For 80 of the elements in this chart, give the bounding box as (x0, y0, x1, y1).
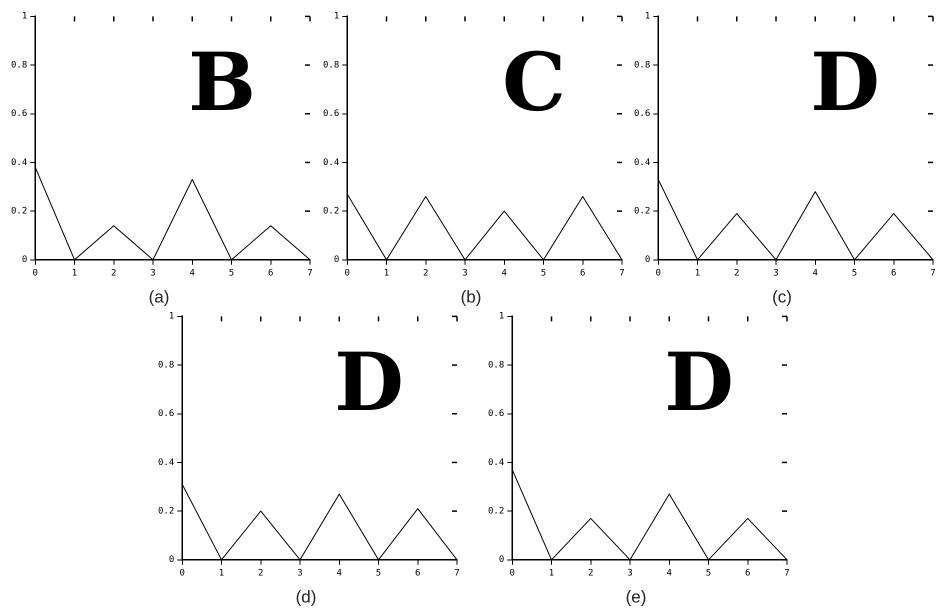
x-tick-label: 3 (462, 268, 468, 279)
y-tick-label: 0.2 (322, 206, 339, 216)
y-tick-label: 0.8 (634, 60, 650, 70)
y-tick-label: 0 (22, 255, 28, 266)
x-tick-label: 1 (72, 268, 78, 279)
x-tick-label: 4 (501, 268, 506, 279)
text: (e) (625, 587, 646, 606)
y-tick-label: 0.2 (10, 206, 28, 216)
y-tick-label: 0 (168, 555, 174, 566)
x-tick-label: 5 (540, 268, 546, 279)
x-tick-label: 6 (891, 268, 896, 279)
y-tick-label: 0.4 (157, 458, 174, 468)
y-tick-label: 0.2 (634, 206, 650, 216)
x-tick-label: 0 (656, 268, 661, 279)
x-tick-label: 2 (588, 568, 593, 579)
y-tick-label: 0 (644, 255, 650, 266)
annotation: C (502, 35, 566, 130)
x-tick-label: 4 (190, 268, 195, 279)
x-tick-label: 2 (111, 268, 116, 279)
x-tick-label: 5 (375, 568, 381, 579)
y-tick-label: 1 (333, 12, 339, 22)
x-tick-label: 4 (336, 568, 342, 579)
x-tick-label: 6 (414, 568, 420, 579)
y-tick-label: 0.2 (487, 506, 504, 516)
x-tick-label: 1 (694, 268, 700, 279)
x-tick-label: 7 (784, 568, 790, 579)
y-tick-label: 1 (498, 312, 504, 322)
x-tick-label: 2 (258, 568, 263, 579)
x-tick-label: 2 (734, 268, 740, 279)
y-tick-label: 0.4 (487, 458, 504, 468)
text: (a) (148, 287, 170, 306)
x-tick-label: 4 (666, 568, 672, 579)
y-tick-label: 0.6 (157, 409, 174, 420)
x-tick-label: 1 (383, 268, 389, 279)
text: (b) (460, 287, 481, 306)
text: (d) (295, 587, 316, 606)
y-tick-label: 0.6 (10, 109, 28, 120)
x-tick-label: 4 (812, 268, 818, 279)
y-tick-label: 0.8 (10, 60, 28, 70)
x-tick-label: 1 (548, 568, 554, 579)
y-tick-label: 0.6 (634, 109, 650, 120)
x-tick-label: 6 (268, 268, 274, 279)
x-tick-label: 2 (422, 268, 428, 279)
annotation: B (188, 35, 256, 130)
x-tick-label: 6 (744, 568, 750, 579)
x-tick-label: 7 (930, 268, 936, 279)
x-tick-label: 0 (32, 268, 38, 279)
y-tick-label: 0.4 (634, 158, 650, 168)
y-tick-label: 0.4 (10, 158, 28, 168)
x-tick-label: 3 (773, 268, 779, 279)
y-tick-label: 1 (22, 12, 28, 22)
y-tick-label: 0.4 (322, 158, 339, 168)
x-tick-label: 7 (307, 268, 313, 279)
x-tick-label: 7 (618, 268, 624, 279)
y-tick-label: 0.2 (157, 506, 174, 516)
y-tick-label: 0.8 (487, 360, 504, 370)
x-tick-label: 3 (296, 568, 302, 579)
annotation: D (334, 335, 404, 430)
x-tick-label: 7 (454, 568, 460, 579)
y-tick-label: 1 (644, 12, 650, 22)
x-tick-label: 0 (509, 568, 514, 579)
x-tick-label: 3 (626, 568, 632, 579)
x-tick-label: 6 (580, 268, 585, 279)
annotation: D (664, 335, 734, 430)
x-tick-label: 3 (150, 268, 156, 279)
y-tick-label: 0.6 (487, 409, 504, 420)
x-tick-label: 0 (344, 268, 350, 279)
y-tick-label: 0.6 (322, 109, 339, 120)
y-tick-label: 0.8 (157, 360, 174, 370)
x-tick-label: 0 (179, 568, 184, 579)
x-tick-label: 1 (218, 568, 224, 579)
y-tick-label: 0 (333, 255, 339, 266)
y-tick-label: 0 (498, 555, 504, 566)
y-tick-label: 0.8 (322, 60, 339, 70)
x-tick-label: 5 (228, 268, 234, 279)
x-tick-label: 5 (705, 568, 711, 579)
annotation: D (810, 35, 880, 130)
x-tick-label: 5 (852, 268, 858, 279)
text: (c) (772, 287, 792, 306)
y-tick-label: 1 (168, 312, 174, 322)
